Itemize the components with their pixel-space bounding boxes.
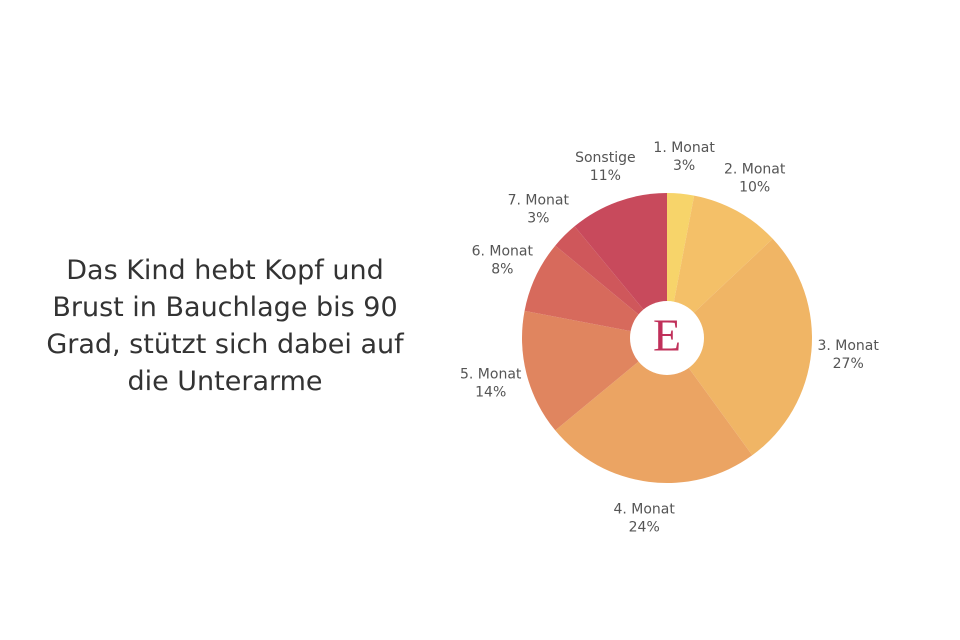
slice-label: 1. Monat: [653, 140, 715, 156]
slice-label: 7. Monat: [508, 192, 570, 208]
slice-value-label: 8%: [491, 262, 513, 278]
slice-label: 2. Monat: [724, 162, 786, 178]
pie-slice: [555, 226, 667, 338]
slice-value-label: 3%: [673, 158, 695, 174]
slice-label: 6. Monat: [472, 244, 534, 260]
slice-value-label: 3%: [527, 210, 549, 226]
pie-slice: [667, 195, 773, 338]
center-hole: [630, 301, 704, 375]
pie-slice: [524, 245, 667, 338]
chart-title: Das Kind hebt Kopf und Brust in Bauchlag…: [46, 255, 404, 397]
slice-label: 5. Monat: [460, 366, 522, 382]
slice-value-label: 10%: [739, 180, 770, 196]
slice-value-label: 27%: [833, 356, 864, 372]
slice-label: Sonstige: [575, 150, 636, 166]
slice-value-label: 11%: [590, 168, 621, 184]
slice-label: 3. Monat: [817, 338, 879, 354]
pie-slice: [574, 193, 667, 338]
slice-value-label: 24%: [629, 520, 660, 536]
slice-label: 4. Monat: [613, 502, 675, 518]
slice-value-label: 14%: [475, 384, 506, 400]
center-logo: E: [653, 310, 681, 361]
pie-slice: [667, 238, 813, 456]
pie-slice: [555, 338, 753, 484]
